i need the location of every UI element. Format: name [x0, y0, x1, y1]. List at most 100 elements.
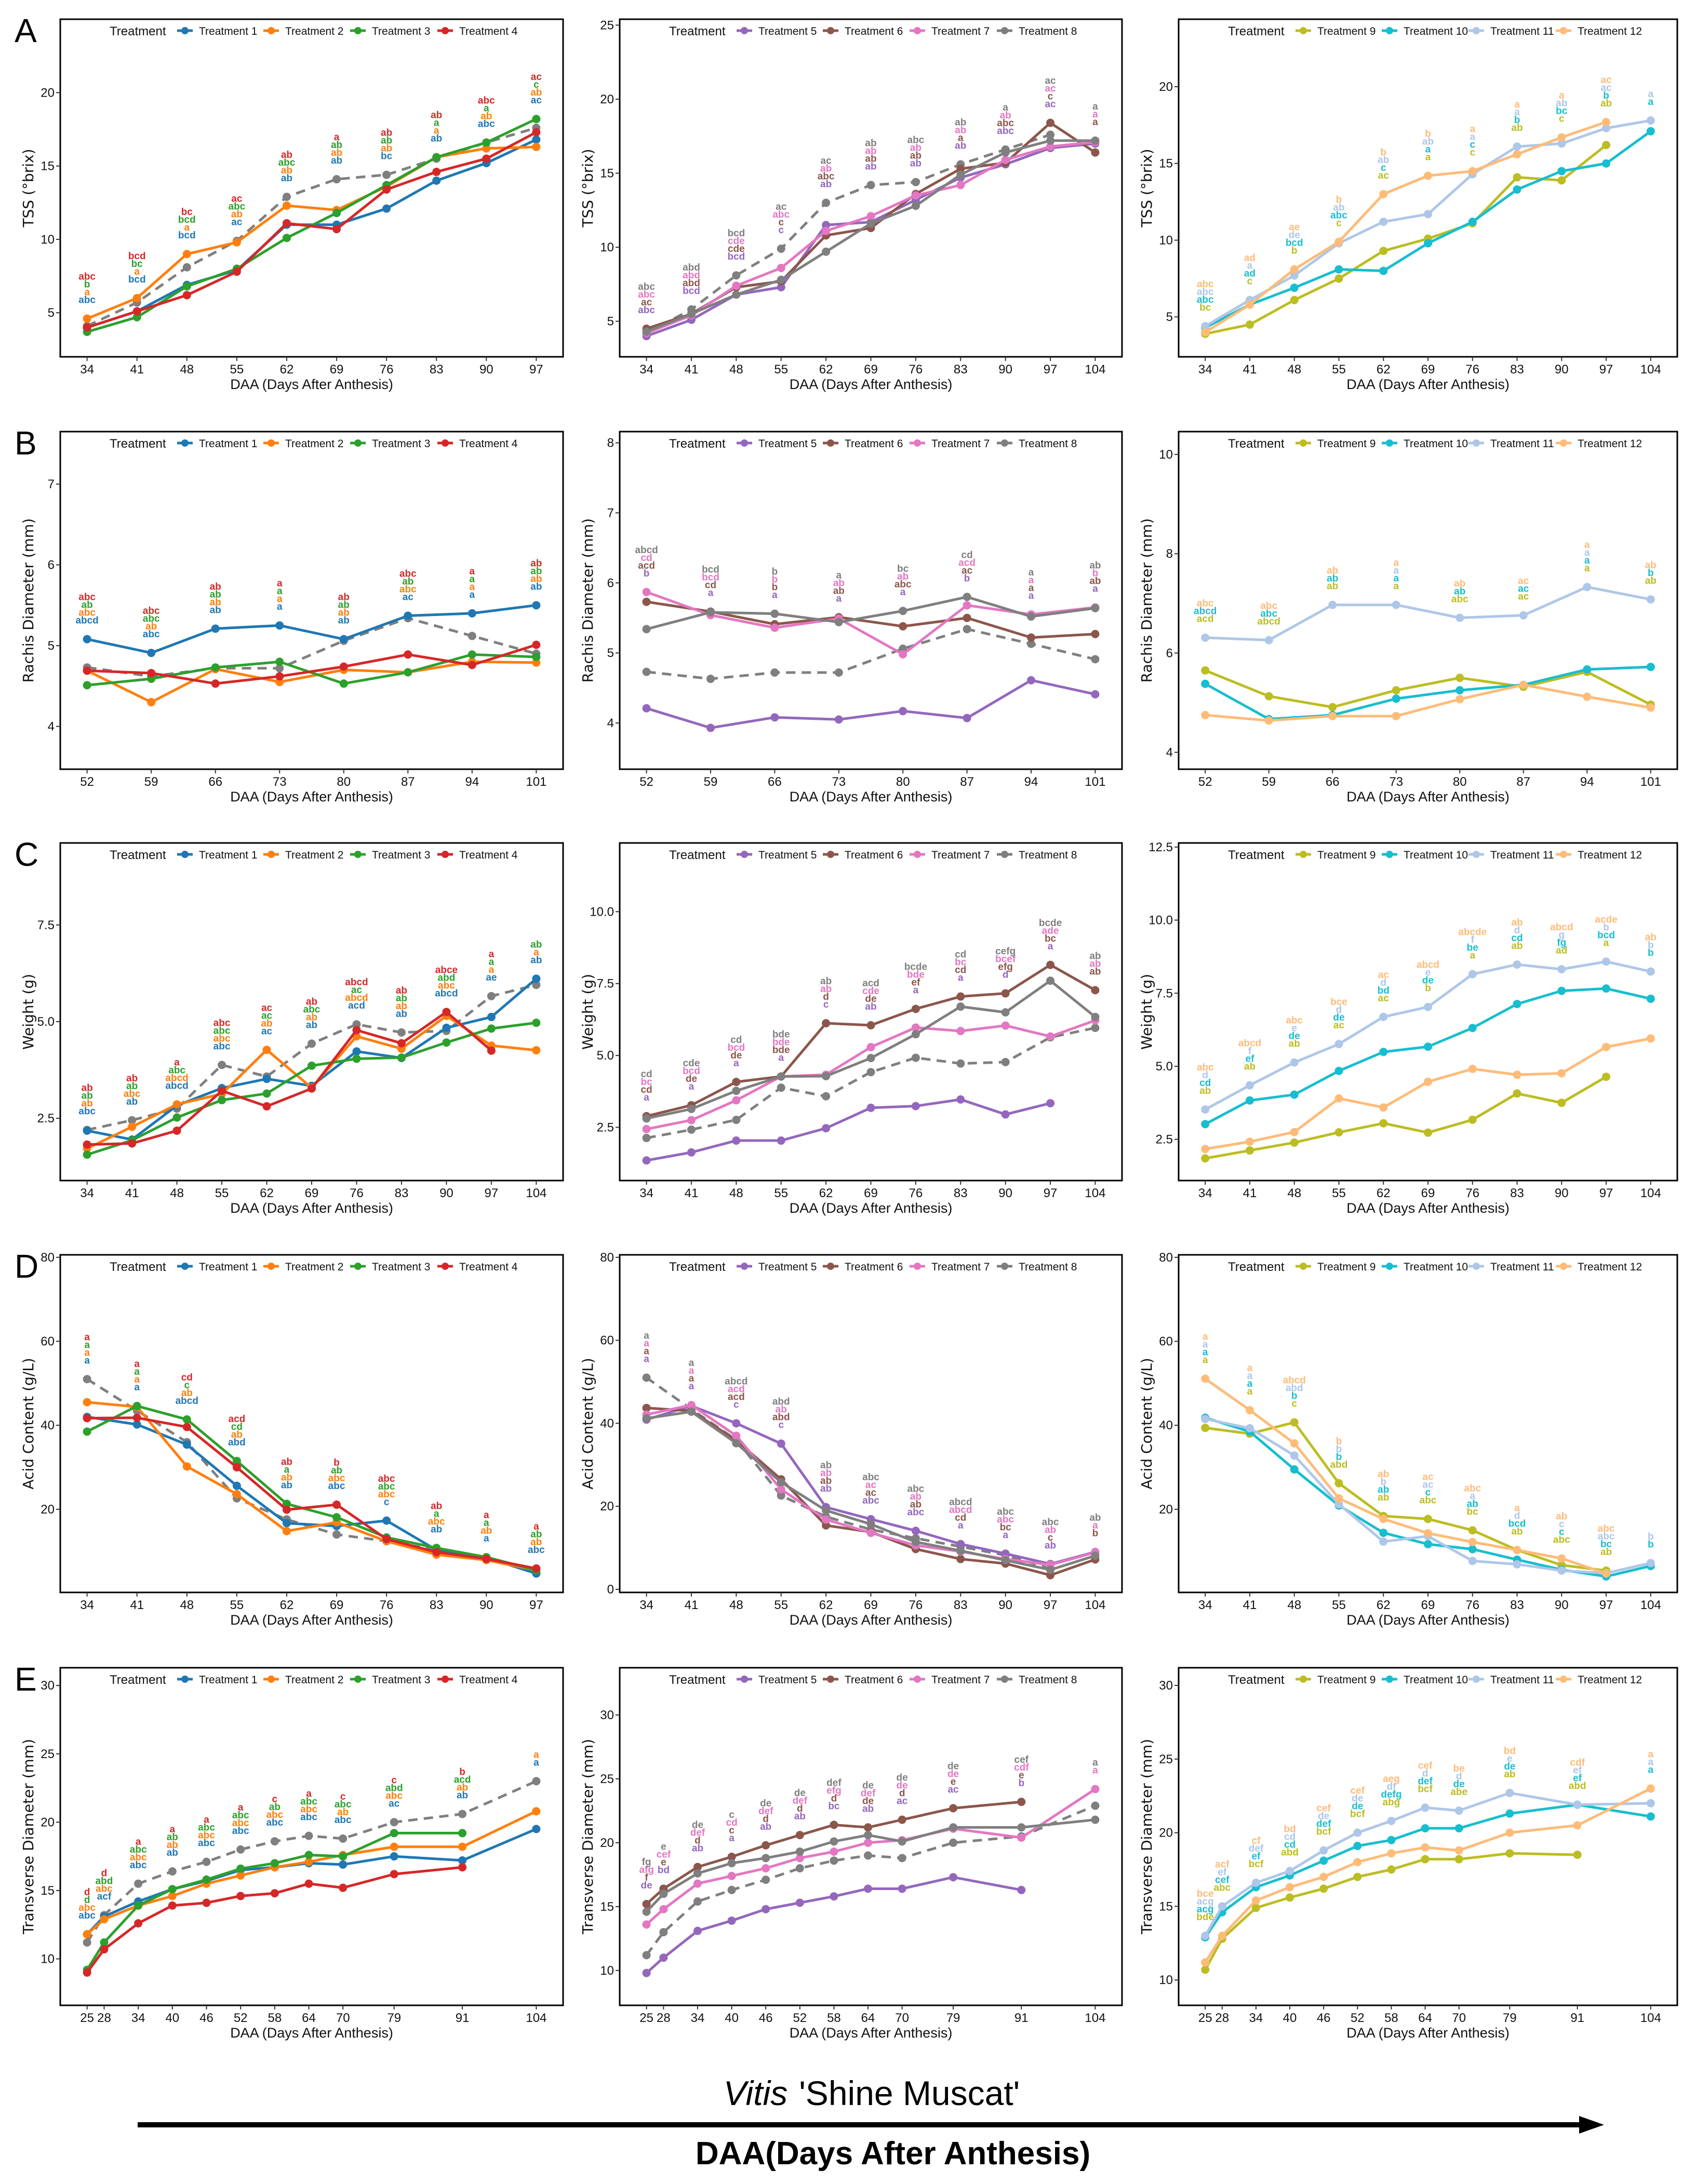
significance-letters: de — [947, 1761, 959, 1772]
legend-entry: Treatment 1 — [199, 438, 257, 450]
data-point — [1091, 1785, 1100, 1793]
x-tick-label: 90 — [439, 1186, 453, 1200]
x-tick-label: 66 — [208, 775, 222, 789]
significance-letters: de — [862, 1780, 874, 1791]
x-tick-label: 69 — [1421, 363, 1435, 377]
significance-letters: a — [484, 1518, 489, 1529]
significance-letters: ab — [530, 939, 542, 950]
y-tick-label: 7 — [607, 506, 614, 520]
x-axis-title: DAA (Days After Anthesis) — [230, 1200, 393, 1216]
significance-letters: bcd — [702, 572, 719, 583]
significance-letters: b — [1380, 1477, 1386, 1488]
significance-letters: b — [772, 567, 778, 578]
reference-line — [645, 1804, 1096, 1956]
data-point — [762, 1905, 770, 1913]
significance-letters: cd — [1511, 933, 1523, 944]
significance-letters: d — [823, 991, 829, 1002]
significance-letters: bcd — [683, 286, 700, 297]
legend-title: Treatment — [1228, 1260, 1285, 1274]
series-treatment-9 — [1201, 666, 1655, 712]
significance-letters: a — [470, 566, 475, 577]
significance-letters: c — [823, 999, 829, 1010]
x-tick-label: 28 — [97, 2011, 111, 2025]
significance-letters: a — [1648, 1757, 1654, 1768]
x-tick-label: 104 — [1640, 1598, 1661, 1612]
data-point — [642, 1403, 651, 1412]
significance-letters: abcd — [635, 545, 658, 556]
data-point — [532, 974, 541, 983]
data-point — [202, 1875, 211, 1884]
y-tick-label: 20 — [600, 1499, 614, 1513]
data-point — [83, 1414, 91, 1423]
legend-entry: Treatment 1 — [199, 25, 257, 37]
x-tick-label: 41 — [130, 363, 144, 377]
data-point — [1513, 150, 1521, 158]
x-axis-title: DAA (Days After Anthesis) — [790, 789, 953, 805]
significance-letters: bcd — [727, 251, 745, 262]
data-point — [1646, 994, 1655, 1003]
legend-key-point — [442, 439, 449, 447]
data-point — [232, 238, 241, 247]
significance-letters: e — [1425, 968, 1431, 979]
data-point — [687, 1148, 696, 1157]
legend-key-point — [268, 851, 275, 858]
significance-letters: abc — [266, 1817, 283, 1828]
series-line — [86, 131, 537, 329]
data-point — [404, 668, 412, 677]
series-line — [1204, 665, 1651, 720]
data-point — [1286, 1867, 1294, 1875]
data-point — [1513, 142, 1521, 151]
significance-letters: bce — [1330, 997, 1347, 1008]
significance-letters: a — [484, 103, 489, 114]
significance-letters: de — [1289, 1031, 1300, 1042]
significance-letters: abc — [130, 1860, 147, 1871]
legend-key-point — [1473, 439, 1480, 447]
significance-letters: c — [391, 1775, 397, 1786]
y-tick-label: 20 — [1159, 80, 1173, 94]
legend-title: Treatment — [110, 437, 166, 451]
significance-letters: ab — [1378, 1492, 1389, 1503]
data-point — [762, 1841, 770, 1850]
significance-letters: abc — [130, 1852, 147, 1863]
significance-letters: d — [1422, 1768, 1428, 1779]
significance-letters: g — [1558, 930, 1565, 941]
x-tick-label: 34 — [691, 2011, 705, 2025]
data-point — [1379, 218, 1388, 226]
data-point — [262, 1102, 271, 1111]
significance-letters: cef — [1418, 1760, 1433, 1771]
significance-letters: ae — [486, 972, 497, 983]
data-point — [132, 1420, 141, 1429]
significance-letters: cefg — [995, 946, 1016, 957]
x-tick-label: 90 — [479, 363, 493, 377]
x-tick-label: 104 — [1640, 363, 1661, 377]
x-tick-label: 62 — [1377, 363, 1391, 377]
x-tick-label: 94 — [1580, 775, 1594, 789]
data-point — [1201, 1424, 1210, 1432]
data-point — [232, 1481, 241, 1490]
y-tick-label: 10 — [600, 1964, 614, 1978]
significance-letters: ab — [1511, 917, 1523, 928]
data-point — [1454, 1846, 1463, 1855]
data-point — [282, 234, 291, 243]
legend-key-point — [741, 27, 748, 34]
y-tick-label: 15 — [41, 1884, 55, 1898]
significance-letters: a — [284, 1464, 290, 1475]
significance-letters: a — [1470, 132, 1475, 143]
data-point — [866, 1103, 875, 1112]
significance-letters: cd — [640, 1084, 652, 1095]
x-tick-label: 70 — [1452, 2011, 1466, 2025]
data-point — [1245, 1424, 1254, 1432]
data-point — [339, 1883, 348, 1892]
significance-letters: a — [1393, 566, 1399, 577]
reference-point — [282, 192, 291, 201]
significance-letters: ab — [1454, 586, 1465, 597]
significance-letters: a — [772, 590, 778, 601]
x-tick-label: 104 — [1085, 1598, 1105, 1612]
legend-key-point — [1300, 439, 1307, 447]
data-point — [822, 221, 831, 230]
data-point — [956, 1539, 965, 1548]
significance-letters: cef — [657, 1849, 671, 1860]
data-point — [898, 1815, 906, 1824]
significance-letters: ac — [531, 95, 542, 106]
